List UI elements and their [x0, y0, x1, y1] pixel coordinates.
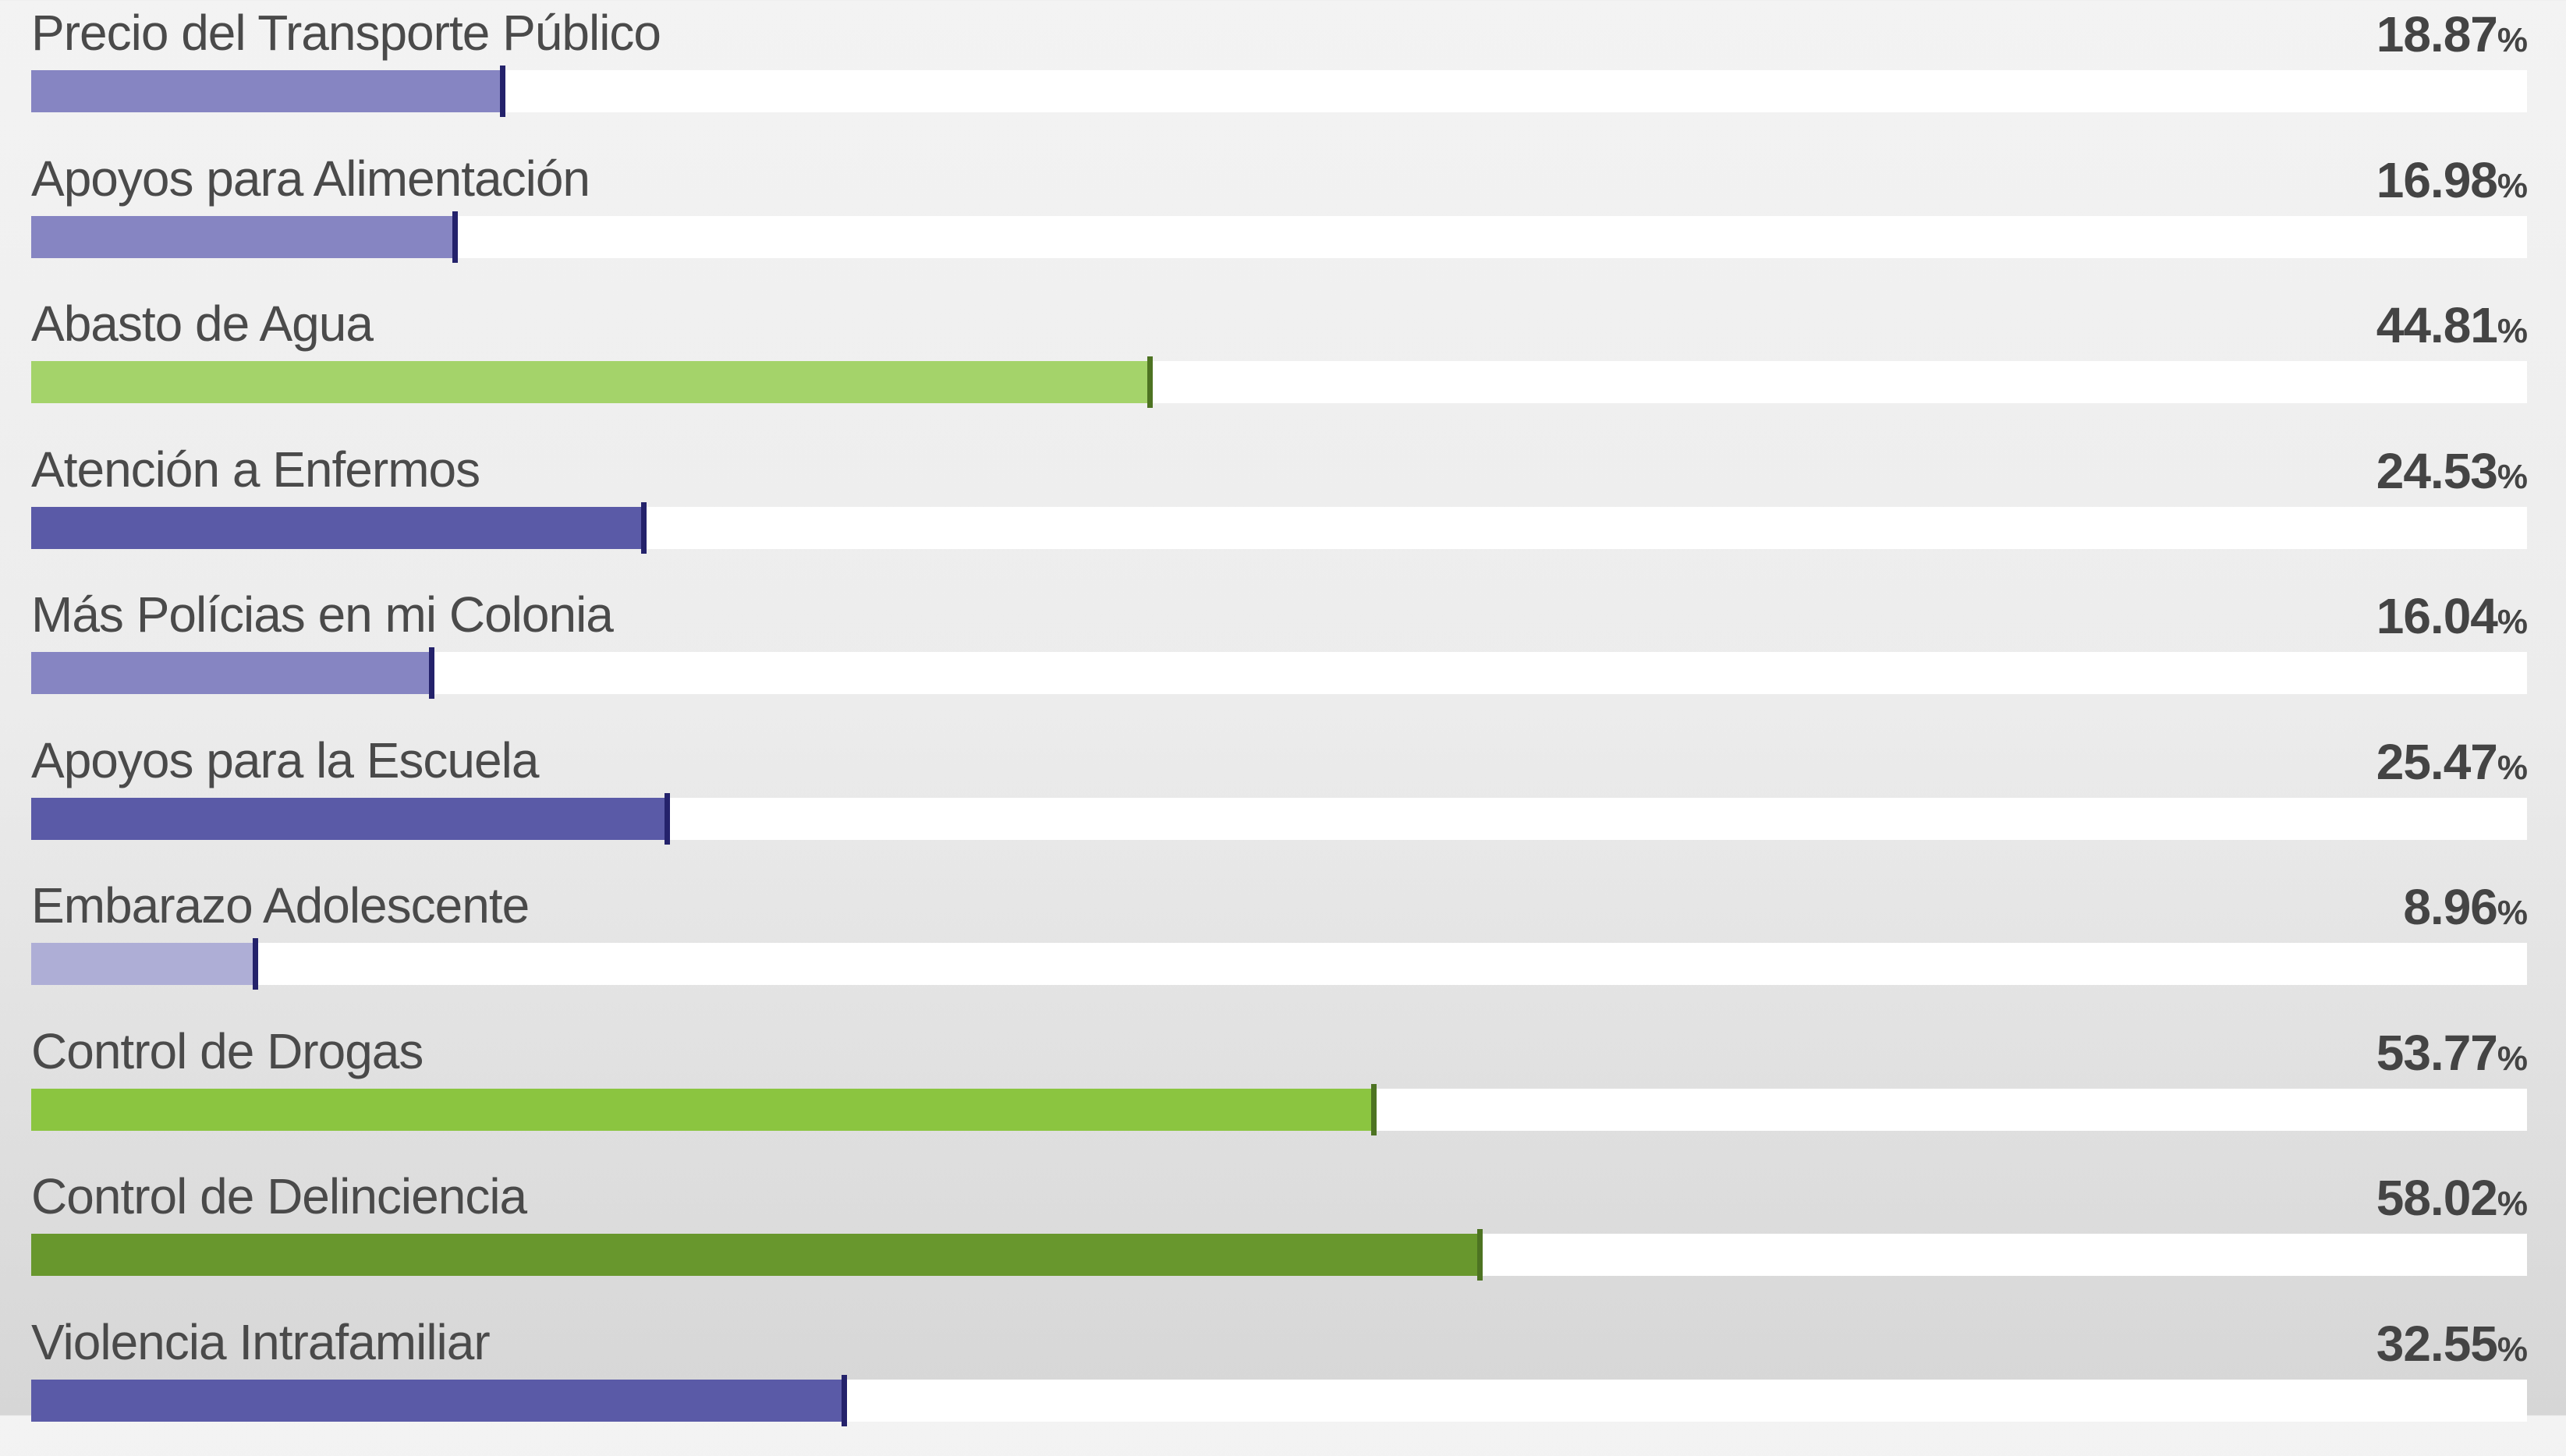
bar-row: Control de Drogas 53.77%	[31, 1020, 2528, 1165]
bar-end-marker	[640, 501, 647, 554]
bar-row: Precio del Transporte Público 18.87%	[31, 2, 2528, 147]
value-label: 24.53%	[2376, 440, 2528, 508]
bar-track	[31, 1083, 2527, 1135]
bar-fill	[31, 506, 643, 549]
category-label: Más Polícias en mi Colonia	[31, 586, 614, 643]
bar-track	[31, 1374, 2527, 1426]
value-label: 18.87%	[2376, 3, 2528, 72]
value-number: 18.87	[2376, 6, 2498, 62]
bar-row: Apoyos para la Escuela 25.47%	[31, 729, 2528, 874]
bar-end-marker	[252, 938, 258, 990]
bar-fill	[31, 1088, 1373, 1131]
bar-fill	[31, 70, 502, 112]
value-label: 32.55%	[2376, 1313, 2528, 1381]
value-number: 53.77	[2376, 1024, 2498, 1081]
value-unit: %	[2497, 21, 2528, 59]
bar-end-marker	[1476, 1229, 1483, 1281]
bar-chart: Precio del Transporte Público 18.87% Apoyo…	[31, 2, 2528, 1426]
bar-row: Atención a Enfermos 24.53%	[31, 438, 2528, 583]
value-unit: %	[2497, 457, 2528, 496]
value-label: 25.47%	[2376, 731, 2528, 799]
value-number: 25.47	[2376, 733, 2498, 790]
bar-fill	[31, 652, 432, 694]
value-number: 8.96	[2403, 879, 2498, 935]
value-label: 53.77%	[2376, 1022, 2528, 1090]
value-label: 16.04%	[2376, 585, 2528, 654]
value-unit: %	[2497, 166, 2528, 205]
bar-end-marker	[841, 1374, 847, 1426]
category-label: Control de Delinciencia	[31, 1168, 527, 1224]
bar-track	[31, 938, 2527, 990]
bar-end-marker	[499, 66, 505, 117]
bar-row: Abasto de Agua 44.81%	[31, 292, 2528, 438]
bar-fill	[31, 1234, 1480, 1276]
bar-row: Apoyos para Alimentación 16.98%	[31, 147, 2528, 292]
bar-row: Violencia Intrafamiliar 32.55%	[31, 1311, 2528, 1456]
bar-track	[31, 1229, 2527, 1281]
value-unit: %	[2497, 1185, 2528, 1223]
bar-fill	[31, 1379, 844, 1422]
value-label: 44.81%	[2376, 294, 2528, 363]
bar-row: Más Polícias en mi Colonia 16.04%	[31, 583, 2528, 728]
value-unit: %	[2497, 894, 2528, 932]
bar-row: Embarazo Adolescente 8.96%	[31, 874, 2528, 1019]
bar-end-marker	[1147, 356, 1153, 408]
category-label: Precio del Transporte Público	[31, 5, 661, 61]
bar-track	[31, 66, 2527, 117]
value-unit: %	[2497, 1330, 2528, 1369]
value-number: 16.98	[2376, 151, 2498, 208]
bar-end-marker	[665, 792, 671, 845]
bar-track	[31, 792, 2527, 845]
value-label: 8.96%	[2403, 876, 2528, 944]
bar-track	[31, 211, 2527, 263]
category-label: Violencia Intrafamiliar	[31, 1313, 491, 1370]
value-unit: %	[2497, 1039, 2528, 1078]
category-label: Abasto de Agua	[31, 296, 374, 352]
value-number: 58.02	[2376, 1170, 2498, 1226]
category-label: Apoyos para Alimentación	[31, 150, 590, 207]
bar-end-marker	[429, 647, 435, 699]
bar-fill	[31, 215, 455, 258]
bar-track	[31, 647, 2527, 699]
value-number: 32.55	[2376, 1315, 2498, 1372]
bar-track	[31, 356, 2527, 408]
bar-fill	[31, 361, 1150, 403]
bar-track	[31, 501, 2527, 554]
category-label: Apoyos para la Escuela	[31, 732, 539, 788]
bar-end-marker	[452, 211, 459, 263]
value-label: 58.02%	[2376, 1167, 2528, 1235]
category-label: Embarazo Adolescente	[31, 877, 530, 933]
value-unit: %	[2497, 312, 2528, 350]
value-number: 16.04	[2376, 588, 2498, 644]
value-unit: %	[2497, 603, 2528, 641]
value-unit: %	[2497, 748, 2528, 787]
bar-fill	[31, 797, 668, 840]
bar-end-marker	[1370, 1083, 1377, 1135]
value-label: 16.98%	[2376, 149, 2528, 218]
bar-row: Control de Delinciencia 58.02%	[31, 1165, 2528, 1310]
category-label: Atención a Enfermos	[31, 441, 480, 498]
category-label: Control de Drogas	[31, 1022, 424, 1079]
value-number: 44.81	[2376, 297, 2498, 353]
bar-fill	[31, 943, 255, 985]
value-number: 24.53	[2376, 442, 2498, 499]
